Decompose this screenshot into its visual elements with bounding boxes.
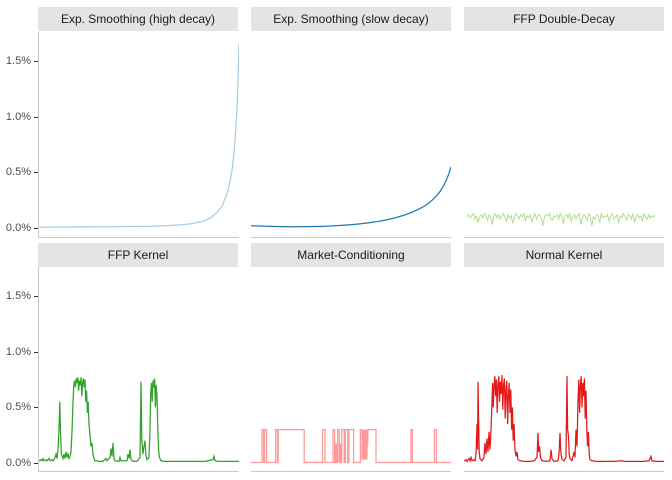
y-axis-label: 1.0% <box>5 111 31 123</box>
facet-strip-normal-kernel: Normal Kernel <box>464 243 664 267</box>
facet-strip-exp-smoothing-slow-decay: Exp. Smoothing (slow decay) <box>251 7 451 31</box>
panel-exp-smoothing-high-decay <box>38 32 239 238</box>
y-axis-tick <box>34 407 38 408</box>
facet-title: FFP Double-Decay <box>513 12 615 26</box>
panel-market-conditioning <box>251 267 451 472</box>
y-axis-tick <box>34 172 38 173</box>
y-axis-label: 1.0% <box>5 346 31 358</box>
ffp-kernel-line <box>39 377 239 463</box>
facet-title: Exp. Smoothing (high decay) <box>60 12 216 26</box>
facet-strip-ffp-double-decay: FFP Double-Decay <box>464 7 664 31</box>
y-axis-tick <box>34 352 38 353</box>
y-axis-tick <box>34 228 38 229</box>
panel-exp-smoothing-slow-decay <box>251 32 451 238</box>
y-axis-label: 0.5% <box>5 166 31 178</box>
exp-smoothing-slow-decay-line <box>251 166 451 228</box>
ffp-double-decay-line <box>466 211 656 226</box>
exp-smoothing-slow-decay-plot <box>251 166 451 228</box>
y-axis-label: 0.5% <box>5 401 31 413</box>
facet-title: Exp. Smoothing (slow decay) <box>273 12 429 26</box>
exp-smoothing-high-decay-plot <box>39 43 239 228</box>
normal-kernel-line <box>464 375 664 463</box>
market-conditioning-line <box>251 428 451 464</box>
facet-strip-market-conditioning: Market-Conditioning <box>251 243 451 267</box>
facet-strip-exp-smoothing-high-decay: Exp. Smoothing (high decay) <box>38 7 238 31</box>
panel-normal-kernel <box>464 267 664 472</box>
facet-title: FFP Kernel <box>107 248 169 262</box>
y-axis-label: 1.5% <box>5 290 31 302</box>
facet-strip-ffp-kernel: FFP Kernel <box>38 243 238 267</box>
y-axis-label: 0.0% <box>5 222 31 234</box>
normal-kernel-plot <box>464 375 664 463</box>
panel-ffp-double-decay <box>464 32 664 238</box>
y-axis-tick <box>34 296 38 297</box>
y-axis-label: 0.0% <box>5 457 31 469</box>
ffp-kernel-plot <box>39 377 239 463</box>
panel-ffp-kernel <box>38 267 239 472</box>
y-axis-tick <box>34 463 38 464</box>
y-axis-tick <box>34 117 38 118</box>
y-axis-label: 1.5% <box>5 55 31 67</box>
facet-title: Normal Kernel <box>525 248 603 262</box>
ffp-double-decay-plot <box>466 211 656 226</box>
y-axis-tick <box>34 61 38 62</box>
exp-smoothing-high-decay-line <box>39 43 239 228</box>
facet-title: Market-Conditioning <box>297 248 405 262</box>
market-conditioning-plot <box>251 428 451 464</box>
